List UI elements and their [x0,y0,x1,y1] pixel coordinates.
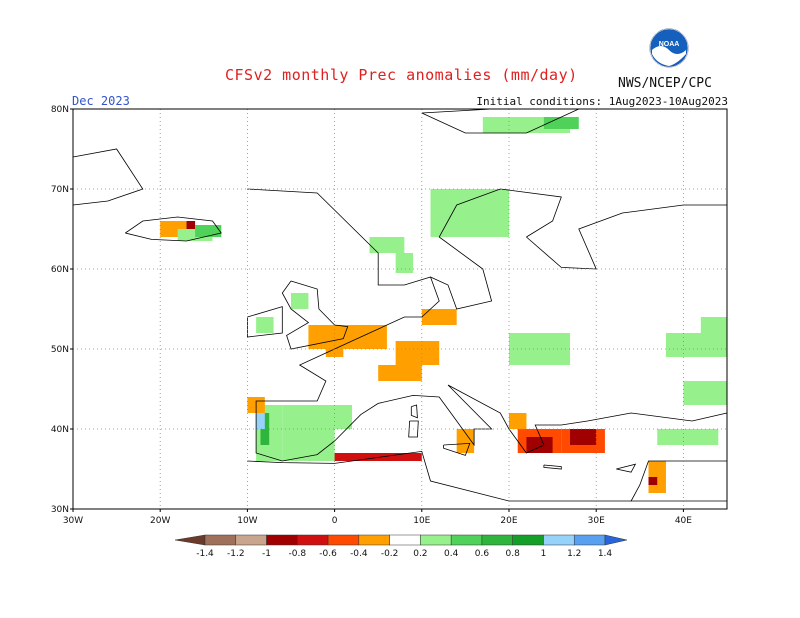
anomaly-cell-30 [526,437,553,453]
colorbar-label-4: -0.6 [319,549,337,559]
chart-title: CFSv2 monthly Prec anomalies (mm/day) [225,66,578,84]
colorbar-swatch-2 [235,534,267,546]
anomaly-cell-11 [308,325,387,349]
y-tick-label-1: 40N [51,425,69,435]
coastline-13 [616,463,637,473]
anomaly-fill-layer [160,117,727,493]
noaa-logo: NOAA [649,28,689,72]
anomaly-cell-34 [648,477,658,485]
colorbar-swatch-14 [604,534,628,546]
coastline-0 [247,188,728,502]
anomaly-cell-15 [378,365,422,381]
anomaly-cell-13 [421,309,457,325]
anomaly-cell-8 [543,117,579,129]
anomaly-cell-6 [369,237,405,253]
coastline-11 [421,108,579,134]
x-axis: 30W 20W 10W 0 10E 20E 30E 40E [63,509,692,526]
colorbar-label-1: -1.2 [227,549,245,559]
colorbar-label-9: 0.6 [475,549,490,559]
coastline-layer [72,108,728,502]
colorbar-label-5: -0.4 [350,549,368,559]
colorbar-label-7: 0.2 [413,549,427,559]
coastline-5 [281,280,349,350]
colorbar-label-2: -1 [262,549,271,559]
anomaly-cell-14 [395,341,440,365]
coastline-7 [408,420,419,438]
colorbar: -1.4 -1.2 -1 -0.8 -0.6 -0.4 -0.2 0.2 0.4 0.6 0.8 1 1… [174,534,628,559]
coastline-12 [543,464,562,470]
anomaly-cell-19 [683,381,727,405]
colorbar-swatch-11 [512,534,544,546]
x-tick-label-6: 30E [588,516,605,526]
gridlines [73,109,727,509]
map-frame [72,108,728,510]
coastline-8 [443,442,471,456]
colorbar-swatch-1 [204,534,237,546]
y-axis: 30N 40N 50N 60N 70N 80N [51,105,73,515]
anomaly-cell-10 [256,317,274,333]
x-tick-label-0: 30W [63,516,83,526]
anomaly-cell-21 [260,413,270,445]
colorbar-swatch-9 [450,534,483,546]
y-tick-label-5: 80N [51,105,69,115]
colorbar-swatch-12 [543,534,575,546]
x-tick-label-3: 0 [332,516,338,526]
anomaly-cell-28 [509,413,527,429]
coastline-10 [72,148,144,206]
y-tick-label-4: 70N [51,185,69,195]
colorbar-swatch-5 [327,534,360,546]
anomaly-cell-17 [665,333,727,357]
anomaly-cell-32 [570,429,597,445]
anomaly-cell-3 [195,225,222,237]
colorbar-label-11: 1 [541,549,547,559]
colorbar-label-3: -0.8 [289,549,307,559]
colorbar-label-6: -0.2 [381,549,399,559]
colorbar-label-8: 0.4 [444,549,459,559]
x-tick-label-2: 10W [237,516,257,526]
x-tick-label-4: 10E [413,516,430,526]
colorbar-label-13: 1.4 [598,549,613,559]
anomaly-cell-0 [186,221,196,233]
anomaly-cell-16 [509,333,571,365]
anomaly-cell-18 [700,317,727,333]
anomaly-cell-27 [456,429,475,453]
anomaly-cell-9 [291,293,309,309]
colorbar-label-0: -1.4 [196,549,214,559]
colorbar-swatch-7 [389,534,421,546]
coastline-1 [247,450,632,502]
anomaly-cell-24 [282,429,335,461]
anomaly-cell-35 [657,429,719,445]
y-tick-label-0: 30N [51,505,69,515]
anomaly-cell-23 [282,405,353,429]
colorbar-label-10: 0.8 [506,549,521,559]
colorbar-swatch-0 [174,534,206,546]
y-tick-label-2: 50N [51,345,69,355]
colorbar-label-12: 1.2 [567,549,581,559]
colorbar-swatch-8 [420,534,452,546]
anomaly-cell-5 [395,253,414,273]
coastline-6 [247,306,283,338]
anomaly-cell-22 [256,413,265,429]
x-tick-label-5: 20E [500,516,517,526]
colorbar-swatch-4 [297,534,329,546]
initial-conditions: Initial conditions: 1Aug2023-10Aug2023 [476,95,728,108]
colorbar-swatch-10 [481,534,513,546]
anomaly-cell-4 [430,189,509,237]
colorbar-swatch-13 [573,534,606,546]
coastline-3 [526,204,727,270]
coastline-4 [125,216,222,242]
agency-label: NWS/NCEP/CPC [618,76,712,91]
forecast-month: Dec 2023 [72,94,130,108]
colorbar-swatch-6 [358,534,390,546]
colorbar-swatch-3 [266,534,298,546]
y-tick-label-3: 60N [51,265,69,275]
coastline-2 [430,188,562,310]
x-tick-label-7: 40E [675,516,692,526]
coastline-9 [410,404,418,419]
x-tick-label-1: 20W [150,516,170,526]
logo-text: NOAA [659,41,680,48]
